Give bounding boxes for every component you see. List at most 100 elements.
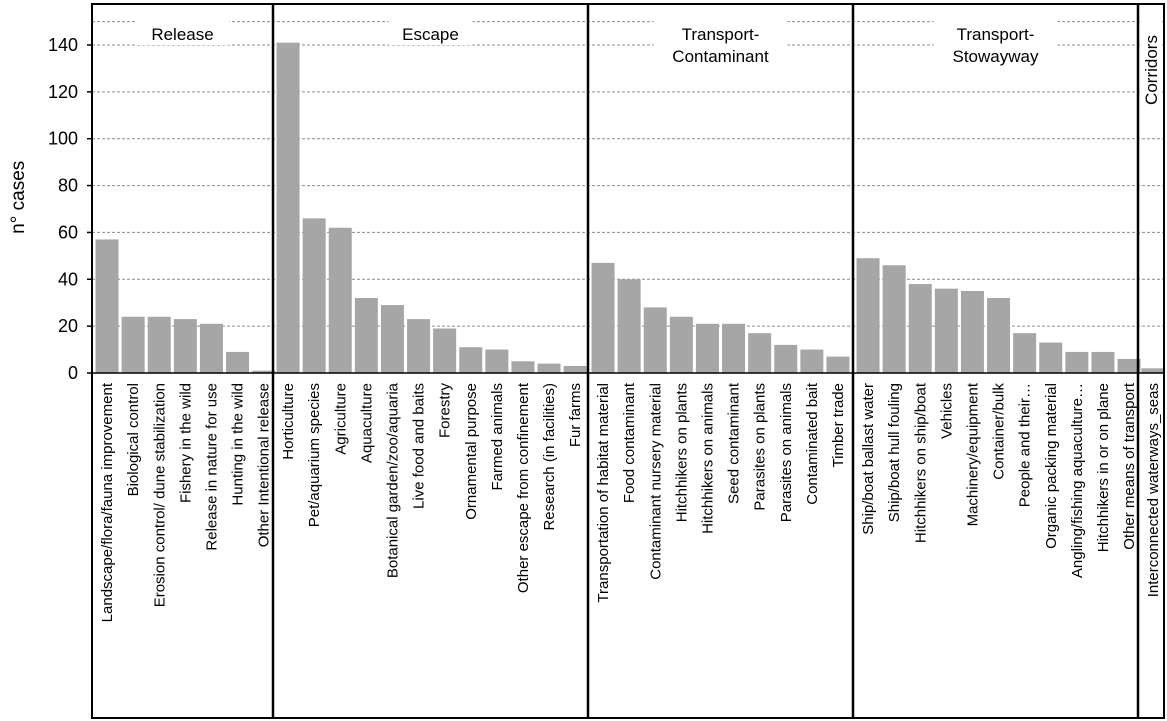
category-label: Release in nature for use <box>203 383 220 551</box>
bar <box>722 323 746 373</box>
bar <box>380 305 404 373</box>
category-label: Timber trade <box>830 383 847 467</box>
group-title-bg <box>135 21 230 45</box>
bar <box>882 265 906 373</box>
y-tick-label: 100 <box>48 129 78 149</box>
y-tick-label: 120 <box>48 82 78 102</box>
y-axis-label: n° cases <box>8 161 29 234</box>
group-title-bg <box>388 21 473 45</box>
bar <box>617 279 641 373</box>
bar <box>276 42 300 374</box>
bar <box>826 356 850 373</box>
bar <box>302 218 326 373</box>
group-title: Contaminant <box>672 47 769 66</box>
y-tick-label: 60 <box>58 222 78 242</box>
bar <box>121 316 145 373</box>
category-label: Contaminated bait <box>804 382 821 505</box>
category-label: Food contaminant <box>621 382 638 503</box>
bar <box>511 361 535 373</box>
bar <box>695 323 719 373</box>
category-label: People and their… <box>1017 383 1034 507</box>
category-label: Hitchhikers in or on plane <box>1095 383 1112 552</box>
category-label: Hitchhikers on ship/boat <box>912 382 929 543</box>
category-label: Other means of transport <box>1121 382 1138 550</box>
category-label: Landscape/flora/fauna improvement <box>99 382 116 622</box>
category-label: Horticulture <box>280 383 297 460</box>
plot-frame <box>91 3 1165 719</box>
category-label: Ship/boat ballast water <box>860 383 877 535</box>
bar <box>934 288 958 373</box>
bar <box>1117 358 1141 373</box>
bar <box>748 333 772 373</box>
category-label: Pet/aquarium species <box>306 383 323 527</box>
category-label: Machinery/equipment <box>964 382 981 526</box>
category-label: Parasites on plants <box>752 383 769 511</box>
category-label: Forestry <box>437 383 454 439</box>
y-tick-label: 0 <box>68 363 78 383</box>
category-label: Erosion control/ dune stabilization <box>151 383 168 607</box>
bar <box>328 227 352 373</box>
bar <box>908 283 932 373</box>
group-title-bg <box>653 21 788 67</box>
bar <box>407 319 431 373</box>
bar <box>226 351 250 373</box>
category-label: Fur farms <box>567 383 584 447</box>
bar <box>774 344 798 373</box>
bar <box>537 363 561 373</box>
category-label: Interconnected waterways_seas <box>1145 383 1162 597</box>
category-label: Seed contaminant <box>726 382 743 504</box>
category-label: Biological control <box>125 383 142 496</box>
group-title: Escape <box>402 25 459 44</box>
category-label: Research (in facilities) <box>541 383 558 531</box>
category-label: Live food and baits <box>411 383 428 509</box>
bar <box>459 347 483 373</box>
group-title: Stowayway <box>953 47 1039 66</box>
bar <box>1013 333 1037 373</box>
bar <box>563 365 587 373</box>
bar <box>1091 351 1115 373</box>
category-label: Botanical garden/zoo/aquaria <box>384 382 401 578</box>
category-label: Ship/boat hull fouling <box>886 383 903 522</box>
bar <box>485 349 509 373</box>
category-label: Vehicles <box>938 383 955 439</box>
category-label: Fishery in the wild <box>177 383 194 503</box>
category-label: Angling/fishing aquaculture… <box>1069 383 1086 578</box>
category-label: Parasites on animals <box>778 383 795 522</box>
bar <box>1141 368 1165 373</box>
category-label: Contaminant nursery material <box>647 383 664 580</box>
category-label: Transportation of habitat material <box>595 383 612 603</box>
bar <box>669 316 693 373</box>
bar <box>960 291 984 373</box>
group-title-bg <box>1140 8 1162 128</box>
group-title: Release <box>151 25 213 44</box>
category-label: Other Intentional release <box>256 383 273 547</box>
group-title: Transport- <box>682 25 760 44</box>
bar <box>987 298 1011 373</box>
category-label: Aquaculture <box>358 383 375 463</box>
group-title: Transport- <box>957 25 1035 44</box>
bar <box>856 258 880 373</box>
bar <box>173 319 197 373</box>
bar <box>433 328 457 373</box>
category-label: Hunting in the wild <box>230 383 247 506</box>
category-label: Ornamental purpose <box>463 383 480 520</box>
category-label: Hitchhikers on animals <box>699 383 716 534</box>
bar <box>591 262 615 373</box>
bar <box>1039 342 1063 373</box>
category-label: Container/bulk <box>991 383 1008 480</box>
category-label: Other escape from confinement <box>515 382 532 593</box>
bar <box>95 239 119 373</box>
bar <box>354 298 378 373</box>
group-title: Corridors <box>1142 35 1161 105</box>
category-label: Agriculture <box>332 383 349 455</box>
category-label: Hitchhikers on plants <box>673 383 690 522</box>
y-tick-label: 40 <box>58 269 78 289</box>
bar <box>643 307 667 373</box>
bar <box>252 370 276 373</box>
bar <box>1065 351 1089 373</box>
bar <box>147 316 171 373</box>
y-tick-label: 140 <box>48 35 78 55</box>
group-title-bg <box>933 21 1058 67</box>
